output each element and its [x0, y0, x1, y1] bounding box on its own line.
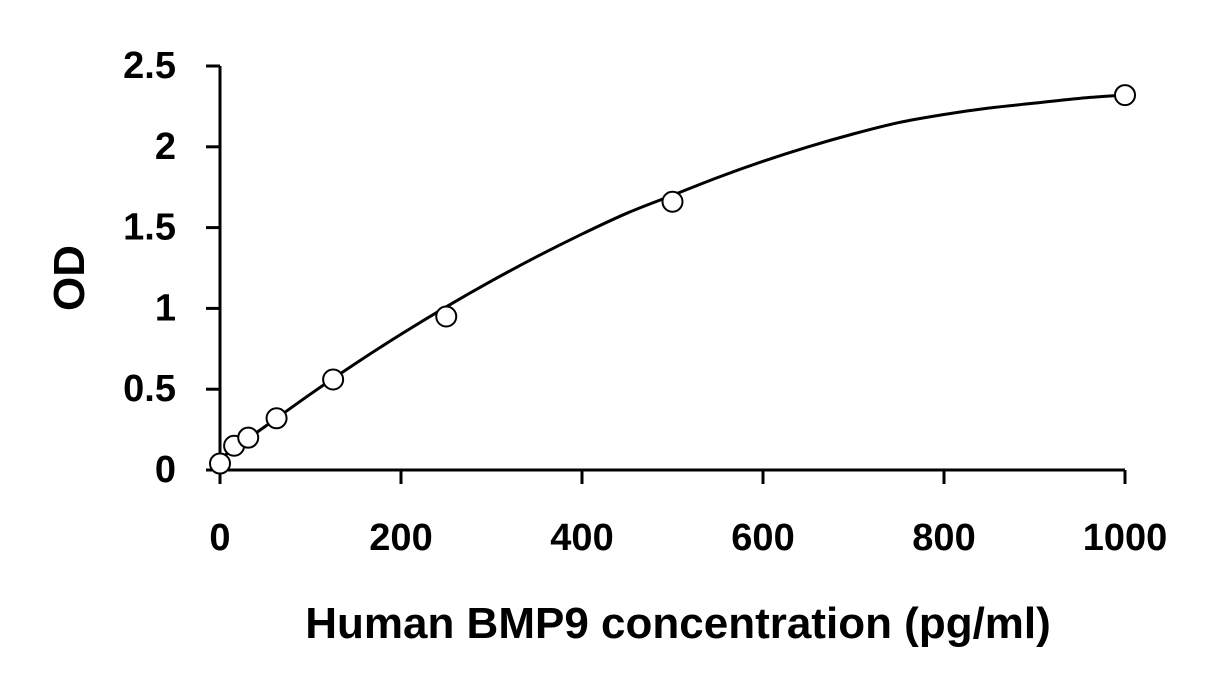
points-layer [209, 84, 1136, 475]
x-tick-label: 400 [550, 517, 613, 559]
data-point [209, 452, 231, 475]
y-tick-label: 0.5 [123, 368, 176, 410]
data-point [265, 407, 288, 430]
data-point [322, 368, 345, 391]
data-point [661, 190, 684, 213]
data-point [237, 426, 260, 449]
x-tick-label: 800 [912, 517, 975, 559]
fitted-curve-line [219, 93, 1126, 460]
y-tick-label: 2.5 [123, 45, 176, 87]
y-tick-label: 0 [155, 449, 176, 491]
labels-layer: 0 0.5 1 1.5 2 2.5 0 200 400 600 800 1000 Human BMP9 … [45, 45, 1167, 648]
y-axis-title: OD [45, 245, 94, 311]
data-point [1114, 84, 1136, 107]
y-tick-label: 1.5 [123, 207, 176, 249]
curve-layer [219, 93, 1126, 460]
x-tick-label: 200 [369, 517, 432, 559]
y-tick-label: 1 [155, 287, 176, 329]
data-point [435, 305, 458, 328]
x-tick-label: 0 [209, 517, 230, 559]
x-tick-label: 600 [731, 517, 794, 559]
y-tick-label: 2 [155, 126, 176, 168]
x-tick-label: 1000 [1083, 517, 1168, 559]
axes-layer [206, 64, 1127, 484]
x-axis-title: Human BMP9 concentration (pg/ml) [305, 599, 1051, 648]
